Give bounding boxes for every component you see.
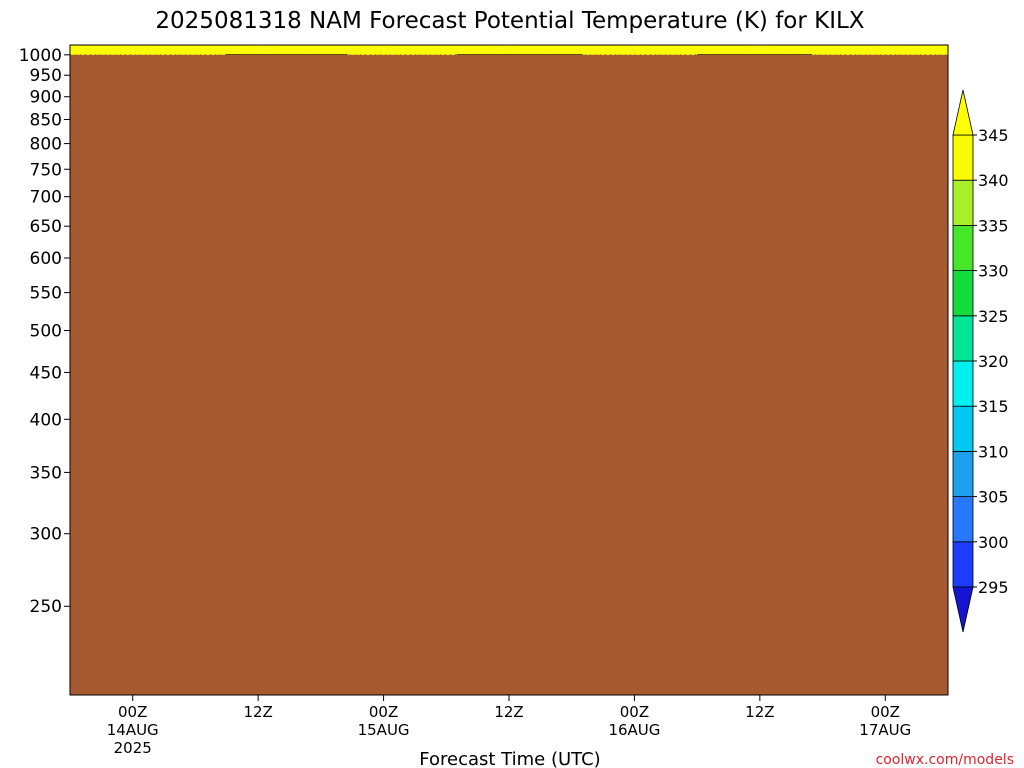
colorbar-bottom-arrow	[952, 586, 974, 633]
x-tick-label: 16AUG	[608, 721, 660, 739]
colorbar-top-arrow	[952, 89, 974, 136]
y-tick-label: 950	[30, 66, 62, 86]
y-tick-label: 350	[30, 463, 62, 483]
y-tick-label: 1000	[19, 46, 62, 66]
y-tick-label: 450	[30, 363, 62, 383]
x-tick-label: 00Z	[620, 703, 649, 721]
colorbar-tick-label: 320	[978, 352, 1009, 371]
colorbar-tick-label: 295	[978, 578, 1009, 597]
colorbar-bin	[952, 450, 974, 497]
y-tick-label: 600	[30, 249, 62, 269]
colorbar-bin	[952, 134, 974, 181]
x-tick-label: 12Z	[494, 703, 523, 721]
y-tick-label: 900	[30, 88, 62, 108]
colorbar-tick-label: 325	[978, 307, 1009, 326]
colorbar-bin	[952, 496, 974, 543]
x-axis-label: Forecast Time (UTC)	[419, 749, 600, 768]
plot-area: 3443443443403403403363363363323323323283…	[69, 44, 949, 696]
y-tick-label: 850	[30, 110, 62, 130]
colorbar-tick-label: 340	[978, 171, 1009, 190]
colorbar-bin	[952, 270, 974, 317]
y-tick-label: 650	[30, 217, 62, 237]
colorbar-bin	[952, 541, 974, 588]
y-tick-label: 400	[30, 410, 62, 430]
y-axis: 2503003504004505005506006507007508008509…	[19, 46, 70, 617]
colorbar-tick-label: 300	[978, 533, 1009, 552]
x-tick-label: 00Z	[871, 703, 900, 721]
colorbar-bin	[952, 315, 974, 362]
ground	[70, 54, 948, 695]
colorbar-tick-label: 315	[978, 397, 1009, 416]
y-tick-label: 750	[30, 160, 62, 180]
x-tick-label: 00Z	[118, 703, 147, 721]
x-tick-label: 12Z	[243, 703, 272, 721]
chart-title: 2025081318 NAM Forecast Potential Temper…	[155, 8, 864, 34]
y-tick-label: 500	[30, 322, 62, 342]
colorbar: 295 300 305 310 315 320 325 330 335 340 345	[952, 89, 1009, 633]
colorbar-bin	[952, 224, 974, 271]
x-tick-label: 14AUG	[107, 721, 159, 739]
colorbar-bin	[952, 360, 974, 407]
y-tick-label: 550	[30, 284, 62, 304]
y-tick-label: 250	[30, 597, 62, 617]
x-tick-label: 15AUG	[358, 721, 410, 739]
colorbar-tick-label: 310	[978, 442, 1009, 461]
colorbar-tick-label: 345	[978, 126, 1009, 145]
y-tick-label: 700	[30, 188, 62, 208]
x-tick-label: 00Z	[369, 703, 398, 721]
colorbar-bin	[952, 179, 974, 226]
y-tick-label: 300	[30, 525, 62, 545]
x-tick-label: 17AUG	[859, 721, 911, 739]
x-tick-label: 2025	[114, 739, 152, 757]
colorbar-bin	[952, 405, 974, 452]
plot-layers: 3443443443403403403363363363323323323283…	[70, 45, 948, 695]
y-tick-label: 800	[30, 135, 62, 155]
colorbar-tick-label: 305	[978, 488, 1009, 507]
credit-text: coolwx.com/models	[876, 752, 1014, 768]
x-tick-label: 12Z	[745, 703, 774, 721]
colorbar-tick-label: 330	[978, 262, 1009, 281]
colorbar-tick-label: 335	[978, 216, 1009, 235]
